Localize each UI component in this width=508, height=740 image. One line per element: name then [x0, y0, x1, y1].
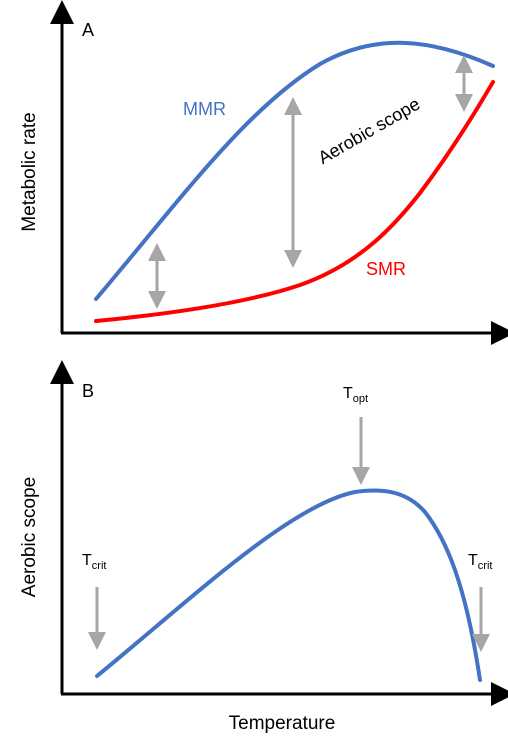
- aerobic-scope-curve: [95, 488, 482, 682]
- panel-b: B Aerobic scope Topt Tcrit Tcrit Tempera…: [19, 360, 508, 734]
- panel-b-label: B: [82, 381, 94, 401]
- tcrit-left-label: Tcrit: [82, 552, 106, 572]
- mmr-label: MMR: [183, 99, 226, 119]
- x-axis-label: Temperature: [229, 713, 336, 734]
- panel-a-y-axis-label: Metabolic rate: [19, 112, 40, 231]
- mmr-curve: [94, 40, 495, 301]
- tcrit-right-label: Tcrit: [468, 552, 492, 572]
- panel-a-label: A: [82, 20, 94, 40]
- smr-curve: [94, 80, 495, 323]
- panel-a: A Metabolic rate MMR SMR Aerobic scope: [19, 0, 508, 345]
- topt-label: Topt: [343, 385, 368, 405]
- smr-label: SMR: [366, 259, 406, 279]
- aerobic-scope-label: Aerobic scope: [315, 94, 424, 168]
- panel-b-y-axis-label: Aerobic scope: [19, 477, 40, 597]
